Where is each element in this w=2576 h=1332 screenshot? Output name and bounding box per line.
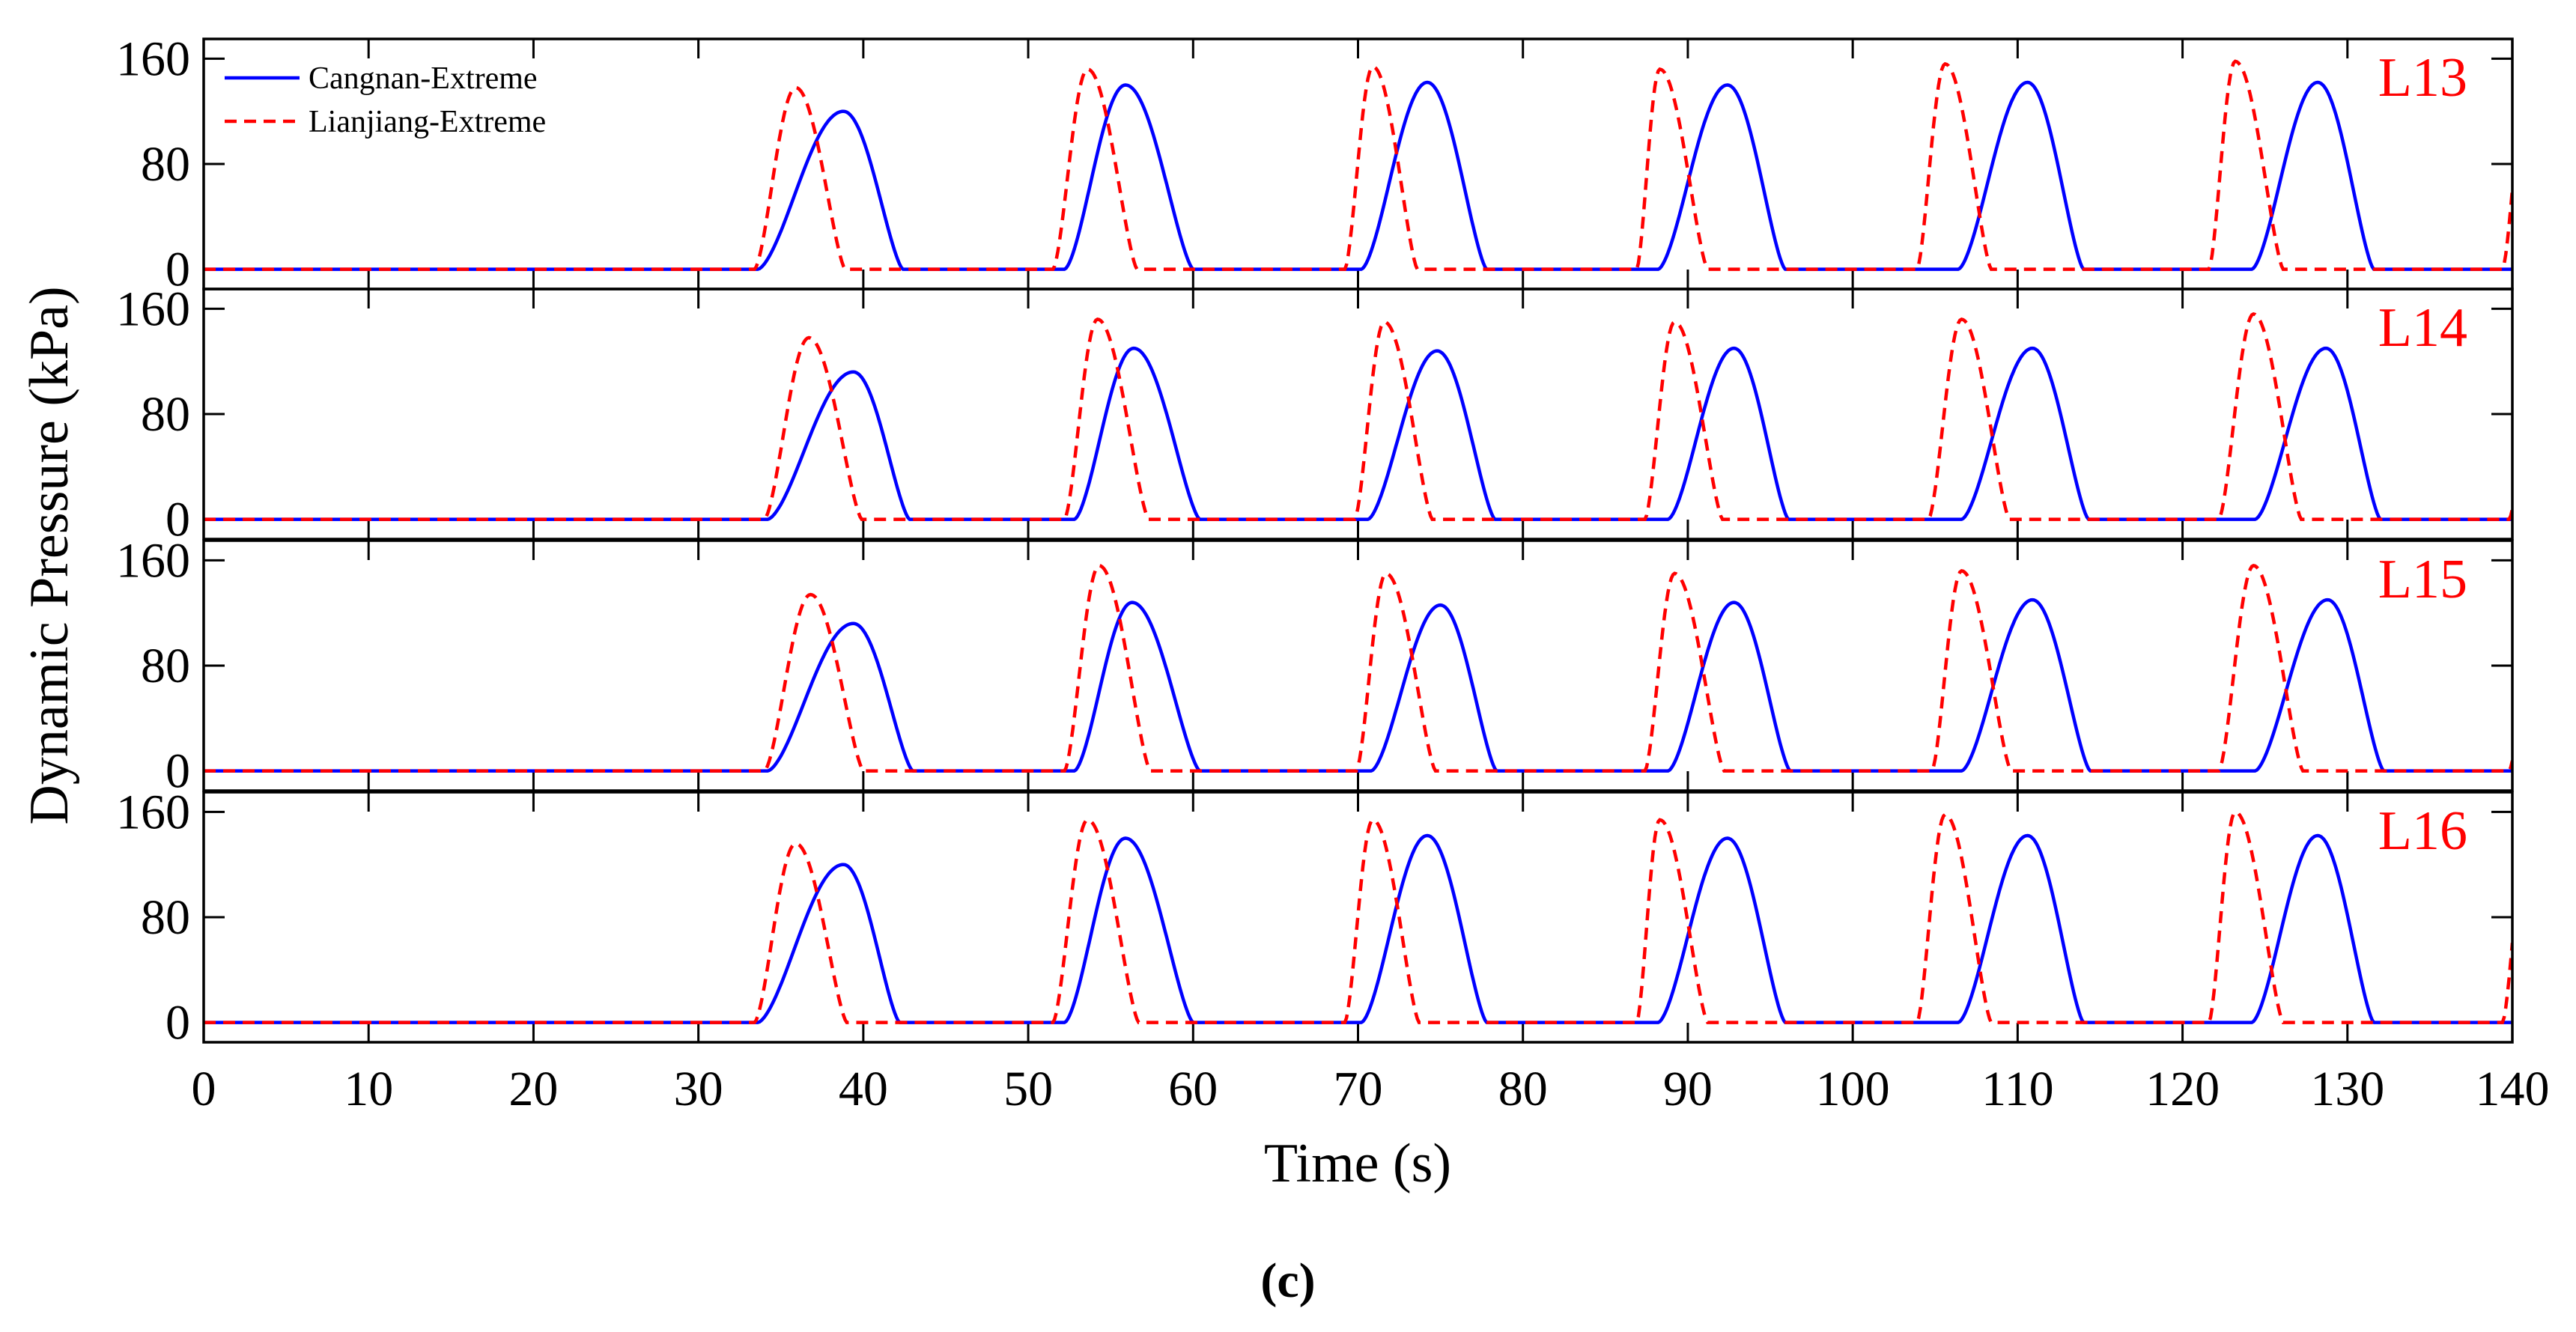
- panel-L15: 0 80 160 L15: [116, 533, 2514, 799]
- panel-frame: [202, 539, 2514, 792]
- x-tick-label: 110: [1981, 1062, 2054, 1116]
- x-tick-label: 70: [1334, 1062, 1383, 1116]
- x-tick-label: 60: [1168, 1062, 1218, 1116]
- y-tick-label: 160: [116, 785, 190, 839]
- x-tick-label: 40: [839, 1062, 888, 1116]
- panel-L16: 0 80 160 L16: [116, 785, 2514, 1050]
- legend-entry-label: Lianjiang-Extreme: [309, 105, 546, 139]
- x-tick-label: 140: [2476, 1062, 2550, 1116]
- y-tick-label: 160: [116, 31, 190, 86]
- panel-label: L14: [2378, 297, 2467, 359]
- panel-frame: [202, 288, 2514, 541]
- figure-caption: (c): [1260, 1253, 1315, 1308]
- panel-label: L16: [2378, 800, 2467, 862]
- panel-L14: 0 80 160 L14: [116, 282, 2514, 547]
- y-tick-label: 80: [141, 387, 190, 442]
- y-tick-label: 160: [116, 533, 190, 588]
- series-line-lianjiang-L16: [204, 809, 2512, 1024]
- series-line-cangnan-L16: [204, 833, 2512, 1024]
- x-tick-label: 80: [1498, 1062, 1548, 1116]
- panel-frame: [202, 37, 2514, 291]
- x-tick-label: 120: [2145, 1062, 2220, 1116]
- x-axis-title: Time (s): [1264, 1133, 1451, 1194]
- legend-entry-label: Cangnan-Extreme: [309, 61, 538, 96]
- y-tick-label: 80: [141, 137, 190, 192]
- series-line-cangnan-L15: [204, 597, 2512, 773]
- x-tick-label: 20: [508, 1062, 558, 1116]
- y-axis-title: Dynamic Pressure (kPa): [19, 286, 80, 824]
- legend: Cangnan-Extreme Lianjiang-Extreme: [225, 61, 546, 139]
- panel-label: L13: [2378, 47, 2467, 109]
- series-line-lianjiang-L15: [204, 564, 2512, 773]
- x-tick-label: 30: [674, 1062, 723, 1116]
- series-line-lianjiang-L13: [204, 59, 2512, 271]
- y-tick-label: 0: [165, 744, 190, 799]
- panel-stack: 0 80 160 L13 0 80 160 L14 0 80 160 L15 0 80 160 L16 Cang…: [116, 31, 2514, 1050]
- x-tick-label: 10: [344, 1062, 393, 1116]
- y-tick-label: 160: [116, 282, 190, 336]
- x-tick-label: 130: [2310, 1062, 2384, 1116]
- series-line-lianjiang-L14: [204, 311, 2512, 521]
- y-tick-label: 0: [165, 243, 190, 297]
- y-tick-label: 80: [141, 639, 190, 693]
- y-tick-label: 0: [165, 996, 190, 1050]
- x-tick-label: 0: [192, 1062, 216, 1116]
- y-tick-label: 80: [141, 890, 190, 945]
- panel-label: L15: [2378, 549, 2467, 610]
- x-tick-label: 50: [1003, 1062, 1053, 1116]
- y-tick-label: 0: [165, 493, 190, 547]
- panel-frame: [202, 791, 2514, 1044]
- series-line-cangnan-L14: [204, 346, 2512, 521]
- x-tick-label: 90: [1663, 1062, 1713, 1116]
- x-tick-label: 100: [1816, 1062, 1890, 1116]
- x-axis-ticks: 0 10 20 30 40 50 60 70 80 90 100 110 120 130 140: [192, 1062, 2550, 1116]
